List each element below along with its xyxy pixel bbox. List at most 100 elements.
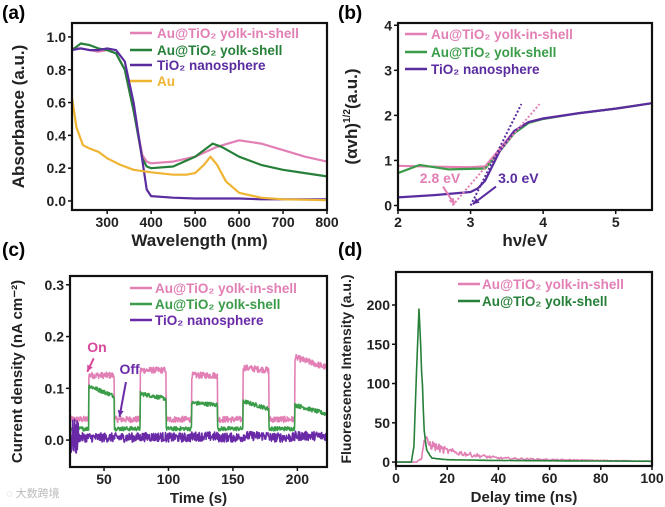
legend-label: Au bbox=[157, 74, 175, 89]
y-tick-label: 2 bbox=[384, 107, 392, 123]
series-line bbox=[398, 102, 652, 175]
legend-label: Au@TiO₂ yolk-shell bbox=[431, 45, 556, 60]
legend-label: TiO₂ nanosphere bbox=[157, 58, 266, 73]
plot-area bbox=[72, 42, 327, 202]
x-axis-label: Delay time (ns) bbox=[471, 489, 578, 506]
y-tick-label: 0.0 bbox=[47, 193, 67, 209]
y-tick-label: 100 bbox=[367, 376, 391, 392]
annotation-label: On bbox=[87, 339, 106, 355]
chart-panel-a: 300 400 500 600 700 800 0.0 0.2 0.4 0.6 0.8 1.0 Wave… bbox=[9, 21, 339, 250]
series-line bbox=[70, 418, 327, 454]
y-axis-label: Current density (nA cm⁻²) bbox=[9, 280, 26, 463]
annotation-arrowhead bbox=[117, 410, 124, 417]
annotation-label: Off bbox=[119, 361, 140, 377]
watermark: ◌ 大数跨境 bbox=[6, 486, 60, 500]
x-tick-label: 5 bbox=[612, 214, 620, 230]
legend-label: Au@TiO₂ yolk-in-shell bbox=[431, 27, 573, 42]
chart-panel-d: 0 20 40 60 80 100 0 50 100 150 200 Delay time (ns) F… bbox=[338, 270, 664, 506]
series-line bbox=[72, 97, 327, 202]
x-tick-label: 3 bbox=[467, 214, 475, 230]
y-tick-label: 0.2 bbox=[47, 160, 67, 176]
x-axis-label: Wavelength (nm) bbox=[131, 231, 267, 250]
y-axis-label-main: Absorbance (a.u.) bbox=[9, 45, 28, 189]
axes-frame bbox=[396, 21, 654, 212]
y-tick-label: 0.2 bbox=[45, 329, 65, 345]
plot-area bbox=[70, 353, 327, 454]
x-tick-label: 60 bbox=[542, 470, 558, 486]
legend-label: TiO₂ nanosphere bbox=[155, 313, 264, 328]
chart-panel-c: 50 100 150 200 0.0 0.1 0.2 0.3 Time (s) Current d… bbox=[9, 274, 329, 507]
x-tick-label: 4 bbox=[539, 214, 547, 230]
x-tick-label: 150 bbox=[221, 471, 245, 487]
annotation-label: 2.8 eV bbox=[420, 170, 461, 186]
y-tick-label: 200 bbox=[367, 297, 391, 313]
x-tick-label: 600 bbox=[227, 214, 251, 230]
y-axis-label-sup: 1/2 bbox=[342, 109, 353, 123]
tangent-line bbox=[469, 103, 523, 206]
panel-label-d: (d) bbox=[338, 240, 362, 261]
y-tick-label: 0.6 bbox=[47, 95, 67, 111]
legend-label: Au@TiO₂ yolk-in-shell bbox=[157, 26, 299, 41]
y-axis-label-suffix: (a.u.) bbox=[342, 68, 361, 109]
x-tick-label: 100 bbox=[640, 470, 664, 486]
axes-frame bbox=[70, 21, 329, 212]
x-tick-label: 100 bbox=[157, 471, 181, 487]
y-tick-label: 0 bbox=[382, 454, 390, 470]
x-tick-label: 2 bbox=[394, 214, 402, 230]
y-tick-label: 0.1 bbox=[45, 380, 65, 396]
series-line bbox=[72, 47, 327, 201]
x-tick-label: 80 bbox=[593, 470, 609, 486]
legend-label: Au@TiO₂ yolk-in-shell bbox=[482, 277, 624, 292]
series-line bbox=[70, 384, 327, 432]
y-tick-label: 0.8 bbox=[47, 62, 67, 78]
series-line bbox=[70, 353, 327, 424]
series-line bbox=[398, 102, 652, 169]
annotation-arrowhead bbox=[472, 197, 480, 205]
panel-label-c: (c) bbox=[2, 240, 25, 261]
legend-label: Au@TiO₂ yolk-in-shell bbox=[155, 281, 297, 296]
axes-frame bbox=[68, 274, 329, 469]
x-tick-label: 0 bbox=[392, 470, 400, 486]
y-tick-label: 0 bbox=[384, 197, 392, 213]
x-tick-label: 700 bbox=[271, 214, 295, 230]
annotation-arrowhead bbox=[448, 197, 455, 205]
y-axis-label: Fluorescence Intensity (a.u.) bbox=[338, 274, 354, 463]
panel-label-b: (b) bbox=[338, 3, 362, 24]
legend-label: Au@TiO₂ yolk-shell bbox=[157, 43, 282, 58]
series-line bbox=[72, 42, 327, 178]
y-tick-label: 3 bbox=[384, 62, 392, 78]
x-tick-label: 40 bbox=[491, 470, 507, 486]
x-axis-label: hν/eV bbox=[502, 231, 548, 250]
legend-label: Au@TiO₂ yolk-shell bbox=[155, 297, 280, 312]
x-axis-label: Time (s) bbox=[170, 490, 227, 507]
y-tick-label: 0.4 bbox=[47, 127, 67, 143]
y-tick-label: 0.3 bbox=[45, 277, 65, 293]
x-tick-label: 300 bbox=[95, 214, 119, 230]
x-tick-label: 400 bbox=[139, 214, 163, 230]
plot-area bbox=[398, 102, 652, 207]
y-axis-label: Absorbance (a.u.) bbox=[9, 45, 28, 189]
legend-label: TiO₂ nanosphere bbox=[431, 62, 540, 77]
x-tick-label: 200 bbox=[286, 471, 310, 487]
series-line bbox=[396, 308, 652, 463]
y-axis-label-main: (αvh) bbox=[342, 123, 361, 165]
y-tick-label: 0.0 bbox=[45, 432, 65, 448]
y-axis-label: (αvh)1/2(a.u.) bbox=[342, 68, 361, 164]
x-tick-label: 50 bbox=[96, 471, 112, 487]
y-tick-label: 4 bbox=[384, 17, 392, 33]
y-axis-label-main: Current density (nA cm⁻²) bbox=[9, 280, 26, 463]
x-tick-label: 800 bbox=[315, 214, 339, 230]
annotation-label: 3.0 eV bbox=[498, 170, 539, 186]
y-tick-label: 50 bbox=[374, 415, 390, 431]
y-tick-label: 1.0 bbox=[47, 29, 67, 45]
annotation-arrowhead bbox=[87, 364, 93, 372]
series-line bbox=[72, 47, 327, 165]
x-tick-label: 500 bbox=[183, 214, 207, 230]
x-tick-label: 20 bbox=[439, 470, 455, 486]
plot-area bbox=[396, 308, 652, 463]
y-tick-label: 1 bbox=[384, 152, 392, 168]
y-axis-label-main: Fluorescence Intensity (a.u.) bbox=[338, 274, 354, 463]
legend-label: Au@TiO₂ yolk-shell bbox=[482, 294, 607, 309]
